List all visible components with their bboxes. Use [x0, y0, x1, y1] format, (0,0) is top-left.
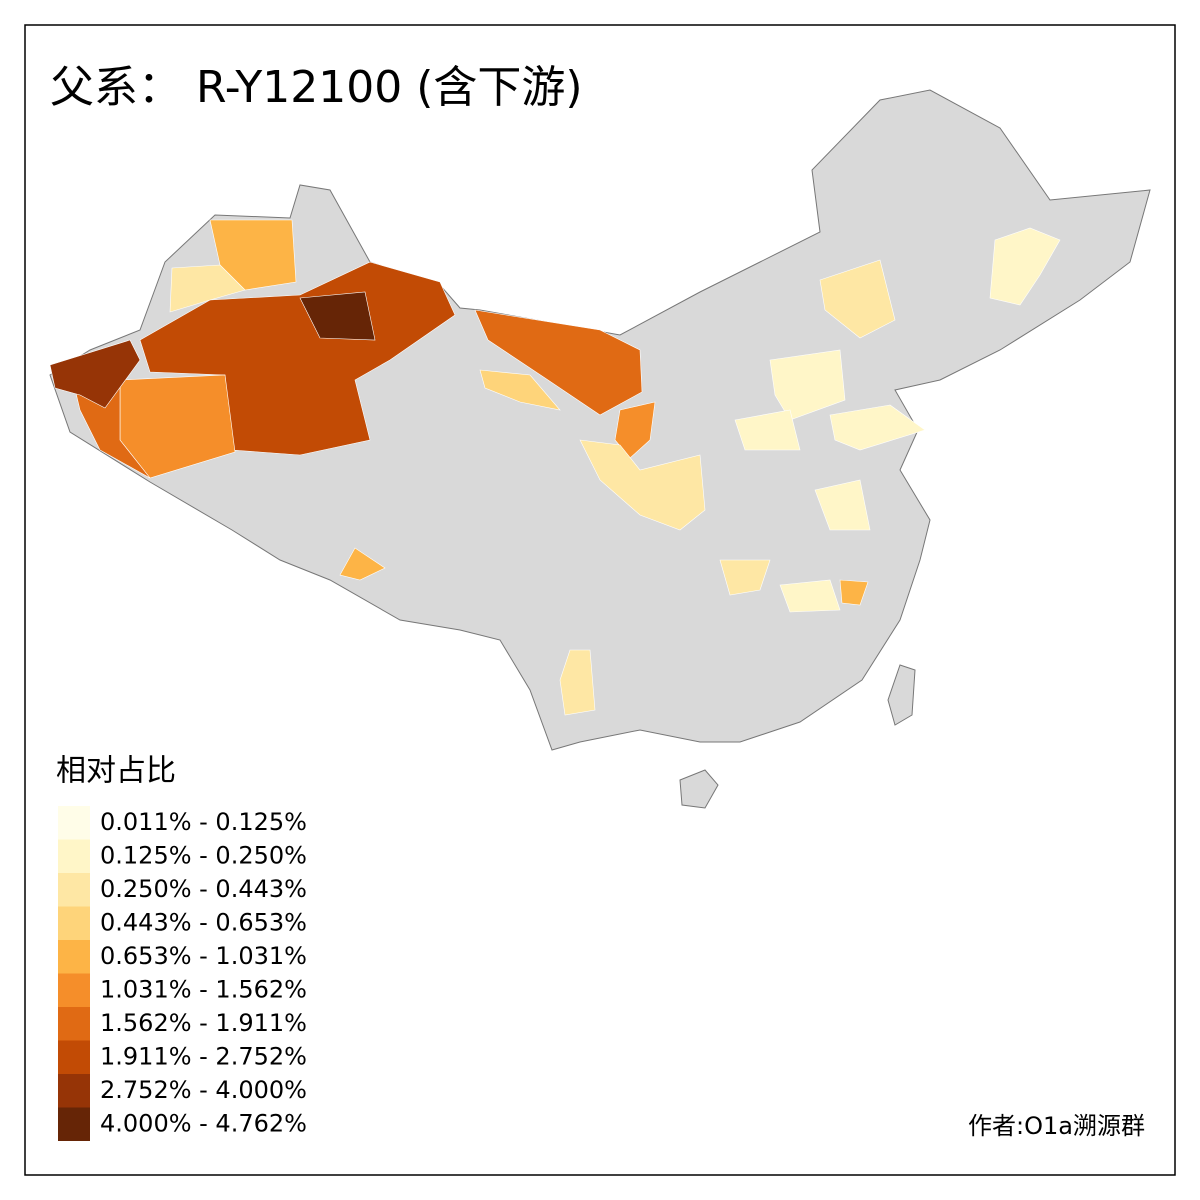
- legend-title: 相对占比: [56, 754, 176, 789]
- legend-label: 4.000% - 4.762%: [100, 1110, 307, 1138]
- legend: 0.011% - 0.125% 0.125% - 0.250% 0.250% - 0…: [58, 806, 307, 1141]
- legend-label: 0.250% - 0.443%: [100, 875, 307, 903]
- legend-swatch: [58, 1007, 90, 1041]
- region: [814, 479, 871, 531]
- hainan: [679, 769, 719, 809]
- region: [829, 404, 926, 451]
- legend-swatch: [58, 1074, 90, 1108]
- legend-swatch: [58, 1107, 90, 1141]
- region: [734, 409, 801, 451]
- legend-swatch: [58, 806, 90, 840]
- legend-swatch: [58, 940, 90, 974]
- region: [299, 291, 376, 341]
- legend-label: 0.125% - 0.250%: [100, 842, 307, 870]
- region: [474, 309, 643, 416]
- region: [209, 219, 297, 291]
- region: [339, 547, 386, 581]
- credit: 作者:O1a溯源群: [968, 1112, 1145, 1140]
- china-map: [49, 89, 1151, 809]
- region: [559, 649, 596, 716]
- region: [719, 559, 771, 596]
- region: [989, 227, 1061, 306]
- map-title: 父系： R-Y12100 (含下游): [50, 62, 583, 113]
- region: [169, 264, 246, 313]
- legend-swatch: [58, 906, 90, 940]
- region: [479, 369, 561, 411]
- legend-label: 1.562% - 1.911%: [100, 1009, 307, 1037]
- region: [819, 259, 896, 339]
- region: [779, 579, 841, 613]
- legend-swatch: [58, 973, 90, 1007]
- taiwan: [887, 664, 916, 726]
- legend-label: 0.653% - 1.031%: [100, 942, 307, 970]
- legend-swatch: [58, 1040, 90, 1074]
- legend-label: 0.443% - 0.653%: [100, 909, 307, 937]
- region: [769, 349, 846, 421]
- legend-swatch: [58, 839, 90, 873]
- legend-label: 1.031% - 1.562%: [100, 976, 307, 1004]
- legend-label: 2.752% - 4.000%: [100, 1076, 307, 1104]
- region: [839, 579, 869, 606]
- legend-label: 1.911% - 2.752%: [100, 1043, 307, 1071]
- region: [579, 439, 706, 531]
- region: [614, 401, 656, 459]
- region: [49, 339, 141, 409]
- legend-label: 0.011% - 0.125%: [100, 808, 307, 836]
- legend-swatch: [58, 873, 90, 907]
